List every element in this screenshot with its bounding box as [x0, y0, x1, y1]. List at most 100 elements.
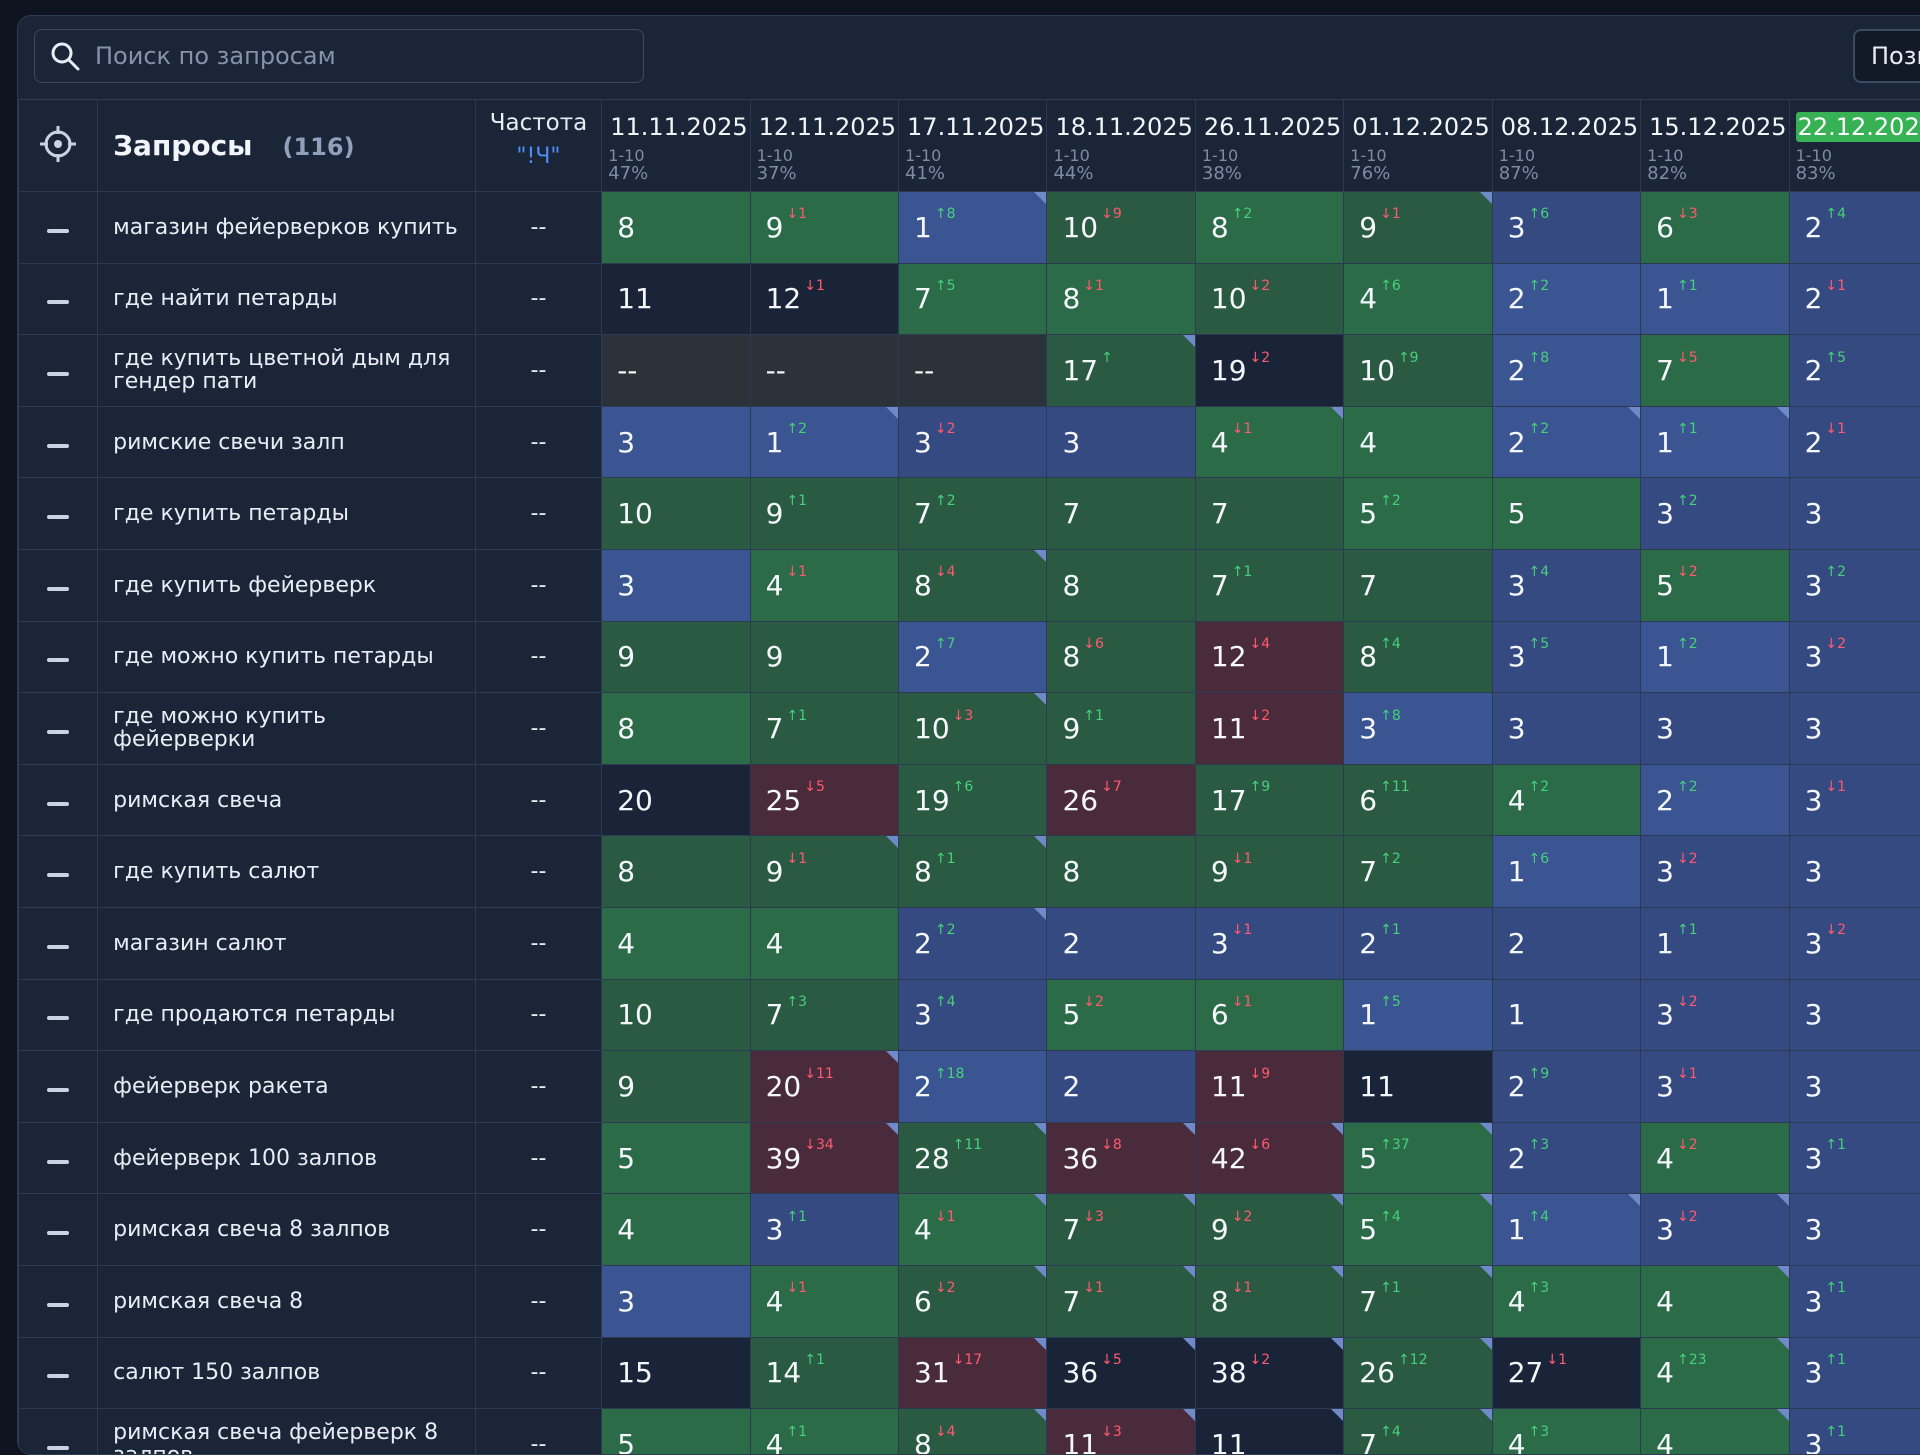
- position-cell[interactable]: 2: [1047, 907, 1195, 979]
- position-cell[interactable]: 9: [602, 621, 750, 693]
- row-collapse-toggle[interactable]: [19, 335, 98, 407]
- positions-button[interactable]: Пози: [1853, 29, 1920, 83]
- position-cell[interactable]: 6↓2: [899, 1265, 1047, 1337]
- position-cell[interactable]: 3↑8: [1344, 693, 1492, 765]
- position-cell[interactable]: 1↑8: [899, 192, 1047, 264]
- position-cell[interactable]: 7: [1047, 478, 1195, 550]
- position-cell[interactable]: 7↑1: [750, 693, 898, 765]
- position-cell[interactable]: 5: [1492, 478, 1640, 550]
- position-cell[interactable]: 1↑1: [1641, 907, 1789, 979]
- position-cell[interactable]: 4: [602, 1194, 750, 1266]
- position-cell[interactable]: 25↓5: [750, 764, 898, 836]
- position-cell[interactable]: 4↑3: [1492, 1409, 1640, 1455]
- position-cell[interactable]: --: [750, 335, 898, 407]
- row-collapse-toggle[interactable]: [19, 693, 98, 765]
- position-cell[interactable]: 4↓1: [1195, 406, 1343, 478]
- row-collapse-toggle[interactable]: [19, 979, 98, 1051]
- position-cell[interactable]: 1↑6: [1492, 836, 1640, 908]
- position-cell[interactable]: 12↓1: [750, 263, 898, 335]
- position-cell[interactable]: 2↑3: [1492, 1122, 1640, 1194]
- position-cell[interactable]: 11↓3: [1047, 1409, 1195, 1455]
- position-cell[interactable]: 5↑2: [1344, 478, 1492, 550]
- position-cell[interactable]: 10: [602, 979, 750, 1051]
- position-cell[interactable]: 7↑1: [1195, 549, 1343, 621]
- position-cell[interactable]: 1↑1: [1641, 263, 1789, 335]
- position-cell[interactable]: 9: [750, 621, 898, 693]
- position-cell[interactable]: 36↓5: [1047, 1337, 1195, 1409]
- position-cell[interactable]: 17↑: [1047, 335, 1195, 407]
- row-collapse-toggle[interactable]: [19, 907, 98, 979]
- position-cell[interactable]: 5↑4: [1344, 1194, 1492, 1266]
- position-cell[interactable]: 2↑4: [1789, 192, 1920, 264]
- position-cell[interactable]: 8: [1047, 549, 1195, 621]
- position-cell[interactable]: 26↑12: [1344, 1337, 1492, 1409]
- position-cell[interactable]: 4↑2: [1492, 764, 1640, 836]
- position-cell[interactable]: 9↓1: [1344, 192, 1492, 264]
- position-cell[interactable]: 2↑2: [1492, 406, 1640, 478]
- position-cell[interactable]: 42↓6: [1195, 1122, 1343, 1194]
- position-cell[interactable]: 9: [602, 1051, 750, 1123]
- position-cell[interactable]: 8↑1: [899, 836, 1047, 908]
- position-cell[interactable]: 3↑1: [1789, 1409, 1920, 1455]
- position-cell[interactable]: 8↓1: [1047, 263, 1195, 335]
- target-column-header[interactable]: [19, 100, 98, 192]
- position-cell[interactable]: 3↑1: [1789, 1337, 1920, 1409]
- row-collapse-toggle[interactable]: [19, 1194, 98, 1266]
- position-cell[interactable]: 8↓1: [1195, 1265, 1343, 1337]
- position-cell[interactable]: 2: [1492, 907, 1640, 979]
- position-cell[interactable]: 7↑2: [1344, 836, 1492, 908]
- position-cell[interactable]: 3: [1641, 693, 1789, 765]
- position-cell[interactable]: 4: [750, 907, 898, 979]
- row-collapse-toggle[interactable]: [19, 1409, 98, 1455]
- search-box[interactable]: [34, 29, 644, 83]
- position-cell[interactable]: 7↑2: [899, 478, 1047, 550]
- position-cell[interactable]: 20: [602, 764, 750, 836]
- position-cell[interactable]: 9↑1: [1047, 693, 1195, 765]
- row-collapse-toggle[interactable]: [19, 1265, 98, 1337]
- position-cell[interactable]: 10: [602, 478, 750, 550]
- position-cell[interactable]: 3: [1789, 1051, 1920, 1123]
- row-collapse-toggle[interactable]: [19, 764, 98, 836]
- position-cell[interactable]: 6↑11: [1344, 764, 1492, 836]
- position-cell[interactable]: 3↑5: [1492, 621, 1640, 693]
- position-cell[interactable]: 1↑4: [1492, 1194, 1640, 1266]
- position-cell[interactable]: 3↑1: [750, 1194, 898, 1266]
- position-cell[interactable]: 5↑37: [1344, 1122, 1492, 1194]
- position-cell[interactable]: 7: [1195, 478, 1343, 550]
- position-cell[interactable]: 9↑1: [750, 478, 898, 550]
- position-cell[interactable]: 12↓4: [1195, 621, 1343, 693]
- position-cell[interactable]: 3↑2: [1789, 549, 1920, 621]
- row-collapse-toggle[interactable]: [19, 549, 98, 621]
- position-cell[interactable]: 3↓2: [1641, 836, 1789, 908]
- position-cell[interactable]: 3↓2: [1789, 907, 1920, 979]
- position-cell[interactable]: 17↑9: [1195, 764, 1343, 836]
- position-cell[interactable]: 1↑2: [1641, 621, 1789, 693]
- position-cell[interactable]: 9↓2: [1195, 1194, 1343, 1266]
- position-cell[interactable]: 7: [1344, 549, 1492, 621]
- position-cell[interactable]: 8↓4: [899, 1409, 1047, 1455]
- position-cell[interactable]: 8↓6: [1047, 621, 1195, 693]
- position-cell[interactable]: 7↑5: [899, 263, 1047, 335]
- position-cell[interactable]: 19↑6: [899, 764, 1047, 836]
- position-cell[interactable]: 2↓1: [1789, 406, 1920, 478]
- position-cell[interactable]: 5↓2: [1047, 979, 1195, 1051]
- position-cell[interactable]: 3↑6: [1492, 192, 1640, 264]
- crosshair-icon[interactable]: [39, 125, 77, 163]
- row-collapse-toggle[interactable]: [19, 1051, 98, 1123]
- position-cell[interactable]: 39↓34: [750, 1122, 898, 1194]
- position-cell[interactable]: 9↓1: [750, 192, 898, 264]
- row-collapse-toggle[interactable]: [19, 478, 98, 550]
- position-cell[interactable]: 6↓1: [1195, 979, 1343, 1051]
- position-cell[interactable]: 5: [602, 1409, 750, 1455]
- frequency-column-header[interactable]: Частота "!Ч": [475, 100, 601, 192]
- position-cell[interactable]: 3↓1: [1195, 907, 1343, 979]
- position-cell[interactable]: 9↓1: [1195, 836, 1343, 908]
- position-cell[interactable]: 1↑5: [1344, 979, 1492, 1051]
- position-cell[interactable]: 8: [602, 693, 750, 765]
- frequency-type[interactable]: "!Ч": [476, 144, 601, 169]
- position-cell[interactable]: 4: [1641, 1265, 1789, 1337]
